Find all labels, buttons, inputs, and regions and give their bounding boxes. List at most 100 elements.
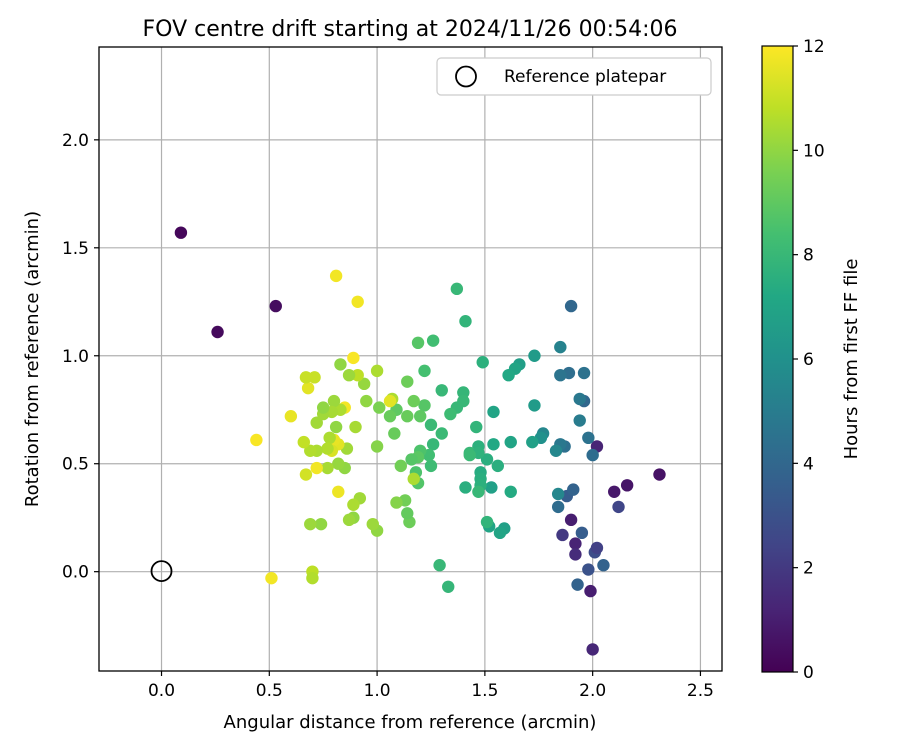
x-tick-label: 1.5: [471, 681, 498, 701]
scatter-point: [487, 438, 500, 451]
legend-label: Reference platepar: [504, 67, 666, 87]
scatter-point: [407, 472, 420, 486]
scatter-point: [444, 407, 457, 421]
scatter-point: [304, 517, 317, 531]
scatter-point: [310, 461, 323, 475]
grid-lines: [99, 47, 722, 671]
scatter-point: [564, 513, 578, 527]
scatter-point: [586, 643, 599, 656]
scatter-point: [433, 559, 446, 572]
scatter-point: [401, 375, 414, 388]
scatter-point: [564, 299, 578, 313]
scatter-point: [351, 368, 364, 382]
scatter-point: [435, 384, 448, 397]
scatter-point: [590, 541, 604, 555]
scatter-point: [463, 448, 476, 462]
colorbar: 0 2 4 6 8 10 12 Hours from first FF file: [761, 37, 862, 683]
scatter-point: [549, 444, 563, 457]
scatter-point: [347, 498, 360, 511]
scatter-point: [567, 483, 580, 496]
scatter-point: [528, 349, 541, 362]
scatter-point: [347, 351, 360, 365]
x-tick-label: 0.0: [148, 681, 175, 701]
scatter-point: [487, 405, 500, 419]
scatter-point: [571, 578, 584, 591]
y-tick-label: 0.5: [62, 455, 89, 475]
scatter-point: [459, 481, 472, 494]
scatter-point: [370, 440, 384, 453]
scatter-point: [480, 515, 494, 529]
scatter-point: [472, 485, 485, 498]
colorbar-label: Hours from first FF file: [841, 259, 862, 460]
scatter-point: [314, 517, 328, 531]
scatter-point: [573, 392, 586, 406]
y-tick-label: 0.0: [62, 563, 89, 583]
scatter-point: [351, 295, 364, 308]
x-tick-label: 2.0: [579, 681, 606, 701]
scatter-point: [401, 507, 414, 520]
scatter-point: [582, 431, 595, 445]
legend: Reference platepar: [436, 57, 712, 96]
legend-marker: [455, 65, 477, 88]
scatter-point: [573, 414, 586, 427]
plot-frame: [98, 46, 723, 672]
scatter-point: [554, 340, 567, 354]
scatter-point: [349, 420, 362, 434]
scatter-point: [383, 394, 397, 408]
scatter-point: [491, 459, 505, 473]
scatter-points: [174, 226, 666, 656]
scatter-point: [304, 444, 317, 457]
scatter-point: [459, 315, 472, 328]
scatter-point: [316, 401, 330, 414]
colorbar-ticks: 0 2 4 6 8 10 12: [793, 37, 825, 683]
scatter-point: [297, 435, 310, 449]
scatter-point: [612, 500, 625, 514]
chart-title: FOV centre drift starting at 2024/11/26 …: [143, 17, 678, 42]
scatter-point: [424, 418, 438, 432]
scatter-point: [301, 381, 315, 395]
scatter-point: [269, 299, 282, 313]
scatter-point: [442, 580, 455, 593]
scatter-point: [334, 358, 347, 371]
scatter-point: [554, 368, 567, 382]
scatter-point: [329, 269, 343, 283]
scatter-point: [366, 517, 379, 531]
x-tick-label: 2.5: [687, 681, 714, 701]
scatter-point: [174, 226, 188, 239]
scatter-point: [329, 420, 343, 434]
scatter-point: [342, 513, 356, 527]
colorbar-tick-label: 4: [803, 454, 814, 474]
scatter-point: [653, 468, 666, 481]
colorbar-tick-label: 0: [803, 663, 814, 683]
scatter-point: [373, 401, 386, 414]
scatter-point: [597, 559, 610, 572]
colorbar-gradient: [761, 45, 794, 673]
scatter-point: [332, 485, 345, 498]
scatter-point: [584, 584, 597, 598]
y-tick-label: 2.0: [62, 131, 89, 151]
scatter-point: [411, 336, 425, 350]
scatter-point: [306, 571, 319, 585]
scatter-point: [485, 481, 498, 494]
scatter-point: [569, 537, 582, 550]
scatter-point: [332, 457, 345, 470]
scatter-point: [424, 459, 438, 473]
scatter-point: [551, 500, 565, 514]
scatter-point: [265, 571, 278, 585]
y-tick-label: 1.0: [62, 347, 89, 367]
scatter-point: [502, 368, 515, 382]
scatter-point: [388, 427, 401, 440]
scatter-point: [526, 435, 539, 449]
scatter-point: [575, 526, 589, 540]
scatter-point: [250, 433, 263, 447]
scatter-point: [426, 438, 440, 451]
scatter-point: [457, 386, 470, 399]
scatter-point: [620, 479, 634, 492]
scatter-point: [426, 334, 440, 347]
scatter-point: [342, 368, 356, 382]
scatter-point: [528, 399, 541, 412]
scatter-point: [299, 371, 313, 384]
scatter-point: [493, 526, 507, 540]
scatter-point: [321, 461, 334, 475]
scatter-point: [418, 399, 431, 412]
